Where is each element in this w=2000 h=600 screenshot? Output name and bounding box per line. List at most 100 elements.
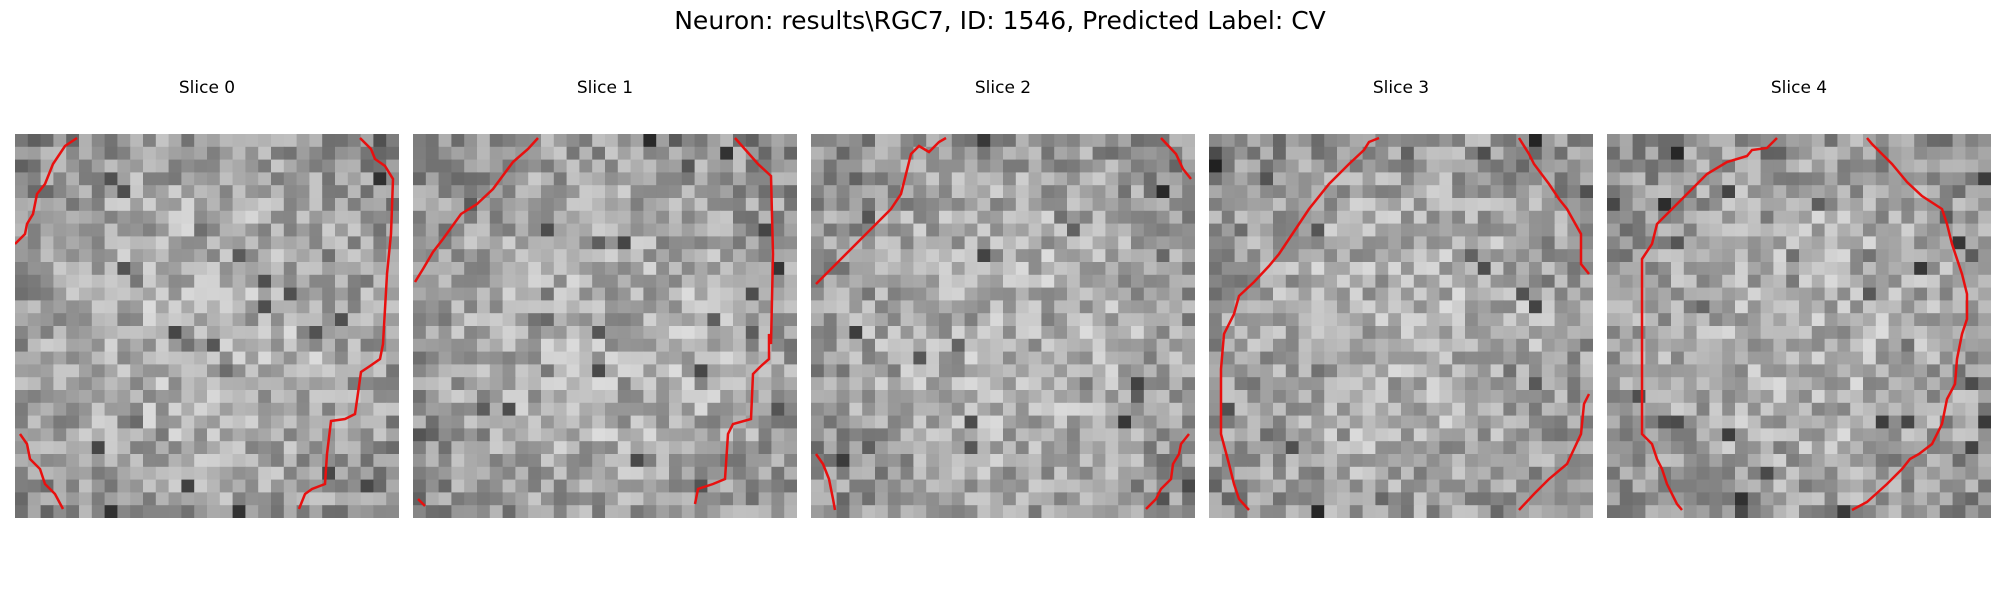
pixel (322, 274, 336, 289)
pixel (1978, 198, 1991, 212)
pixel (15, 338, 29, 353)
pixel (1285, 390, 1300, 404)
pixel (1426, 198, 1440, 212)
pixel (27, 159, 42, 173)
pixel (836, 402, 850, 417)
pixel (309, 146, 323, 161)
pixel (1811, 185, 1826, 199)
pixel (630, 351, 644, 365)
pixel (681, 326, 696, 340)
pixel (438, 146, 452, 161)
pixel (296, 351, 310, 365)
pixel (309, 428, 323, 442)
pixel (1607, 428, 1621, 442)
pixel (245, 262, 259, 276)
pixel (541, 313, 555, 327)
pixel (1645, 274, 1659, 289)
pixel (1426, 428, 1440, 442)
pixel (1401, 198, 1415, 212)
pixel (1015, 492, 1030, 506)
pixel (477, 390, 491, 404)
pixel (258, 249, 272, 263)
pixel (1939, 364, 1954, 378)
pixel (1118, 505, 1132, 518)
pixel (1554, 313, 1568, 327)
pixel (104, 223, 118, 237)
pixel (425, 262, 440, 276)
pixel (79, 313, 93, 327)
pixel (1824, 402, 1838, 417)
pixel (733, 377, 747, 391)
pixel (1773, 326, 1787, 340)
pixel (1567, 326, 1581, 340)
pixel (964, 134, 978, 148)
pixel (528, 479, 542, 493)
pixel (117, 223, 131, 237)
pixel (541, 185, 555, 199)
pixel (143, 159, 157, 173)
pixel (1169, 262, 1183, 276)
pixel (1554, 172, 1568, 186)
pixel (1092, 300, 1106, 314)
pixel (1118, 428, 1132, 442)
pixel (1567, 146, 1581, 161)
pixel (1003, 415, 1017, 429)
pixel (553, 377, 568, 391)
pixel (1760, 466, 1774, 481)
pixel (900, 134, 914, 148)
pixel (836, 364, 850, 378)
pixel (1439, 185, 1453, 199)
pixel (1696, 415, 1710, 429)
pixel (79, 146, 93, 161)
pixel (207, 249, 221, 263)
pixel (1709, 505, 1723, 518)
pixel (1298, 146, 1312, 161)
pixel (438, 249, 452, 263)
pixel (1978, 454, 1991, 468)
pixel (1607, 492, 1621, 506)
pixel (1490, 313, 1504, 327)
pixel (900, 505, 914, 518)
pixel (1465, 351, 1479, 365)
pixel (1837, 428, 1851, 442)
pixel (413, 287, 427, 301)
pixel (66, 210, 80, 225)
pixel (1863, 390, 1877, 404)
pixel (875, 326, 889, 340)
pixel (1118, 466, 1132, 481)
pixel (1260, 351, 1274, 365)
pixel (1209, 454, 1223, 468)
pixel (1477, 159, 1492, 173)
pixel (27, 300, 42, 314)
pixel (566, 236, 580, 250)
pixel (1028, 466, 1042, 481)
pixel (27, 415, 42, 429)
slice-image (811, 134, 1195, 518)
pixel (15, 274, 29, 289)
pixel (617, 313, 632, 327)
pixel (15, 326, 29, 340)
pixel (104, 210, 118, 225)
pixel (168, 338, 182, 353)
pixel (771, 146, 785, 161)
pixel (1028, 223, 1042, 237)
pixel (1850, 274, 1864, 289)
pixel (939, 441, 953, 455)
pixel (617, 492, 632, 506)
pixel (733, 249, 747, 263)
pixel (1401, 159, 1415, 173)
pixel (425, 428, 440, 442)
pixel (1465, 326, 1479, 340)
pixel (1337, 454, 1351, 468)
pixel (900, 262, 914, 276)
pixel (271, 300, 285, 314)
pixel (130, 198, 144, 212)
pixel (1811, 492, 1826, 506)
pixel (836, 134, 850, 148)
pixel (477, 313, 491, 327)
pixel (1182, 326, 1195, 340)
pixel (1632, 262, 1646, 276)
pixel (1645, 492, 1659, 506)
pixel (1516, 313, 1530, 327)
pixel (1914, 300, 1928, 314)
